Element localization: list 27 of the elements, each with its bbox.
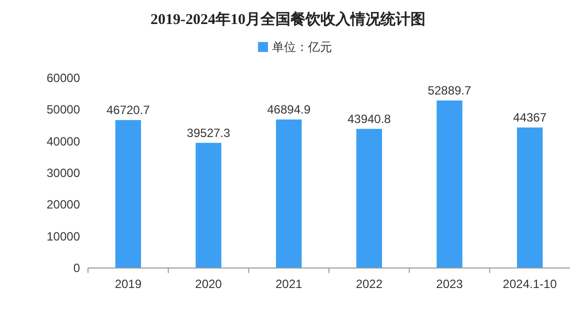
data-label: 46720.7 <box>106 103 150 118</box>
x-tick-label: 2020 <box>195 277 222 291</box>
x-tick-label: 2023 <box>436 277 464 291</box>
chart-title: 2019-2024年10月全国餐饮收入情况统计图 <box>150 11 426 28</box>
bar <box>436 100 462 268</box>
bar <box>115 120 142 268</box>
y-tick-label: 40000 <box>46 134 80 148</box>
data-label: 39527.3 <box>186 126 231 140</box>
bar <box>196 142 222 268</box>
y-tick-label: 50000 <box>46 102 80 117</box>
y-tick-label: 20000 <box>46 198 80 212</box>
bar <box>276 120 302 268</box>
x-tick-label: 2021 <box>275 277 303 291</box>
bar <box>516 128 543 268</box>
y-tick-label: 0 <box>73 261 80 275</box>
data-label: 46894.9 <box>267 102 311 116</box>
data-label: 52889.7 <box>428 84 472 98</box>
bar <box>356 128 382 268</box>
y-tick-label: 60000 <box>46 71 80 85</box>
y-tick-label: 10000 <box>46 229 80 244</box>
x-tick-label: 2022 <box>356 277 383 291</box>
data-label: 43940.8 <box>347 112 392 126</box>
y-tick-label: 30000 <box>46 166 80 180</box>
legend-label: 单位：亿元 <box>272 40 332 54</box>
data-label: 44367 <box>513 110 547 125</box>
x-tick-label: 2024.1-10 <box>502 277 558 291</box>
x-tick-label: 2019 <box>114 277 142 291</box>
